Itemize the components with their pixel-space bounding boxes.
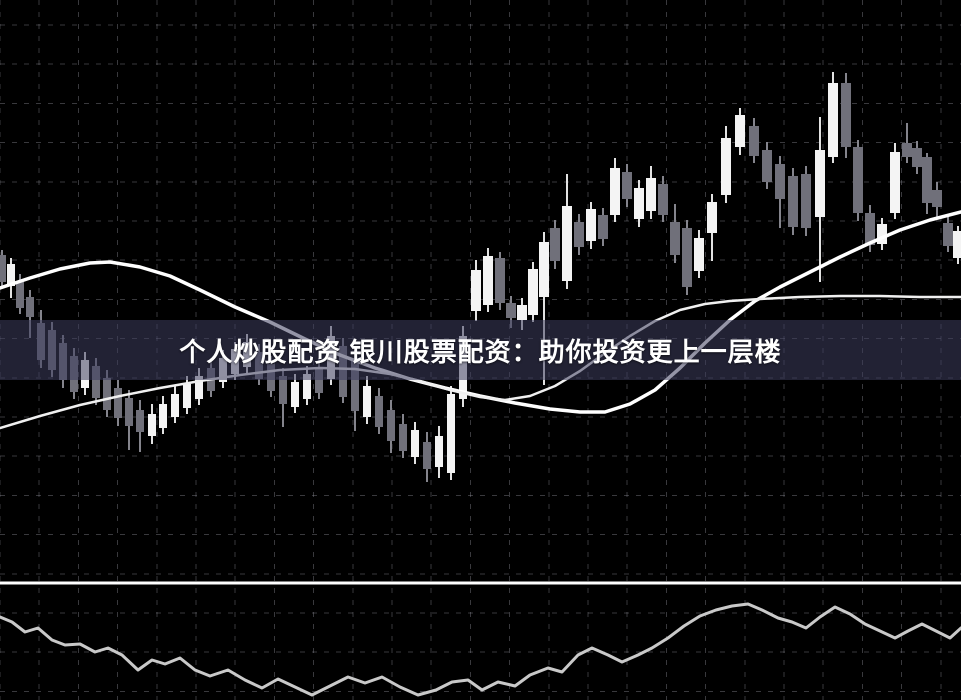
headline-text: 个人炒股配资 银川股票配资：助你投资更上一层楼	[179, 336, 782, 367]
headline-banner: 个人炒股配资 银川股票配资：助你投资更上一层楼	[0, 320, 961, 380]
